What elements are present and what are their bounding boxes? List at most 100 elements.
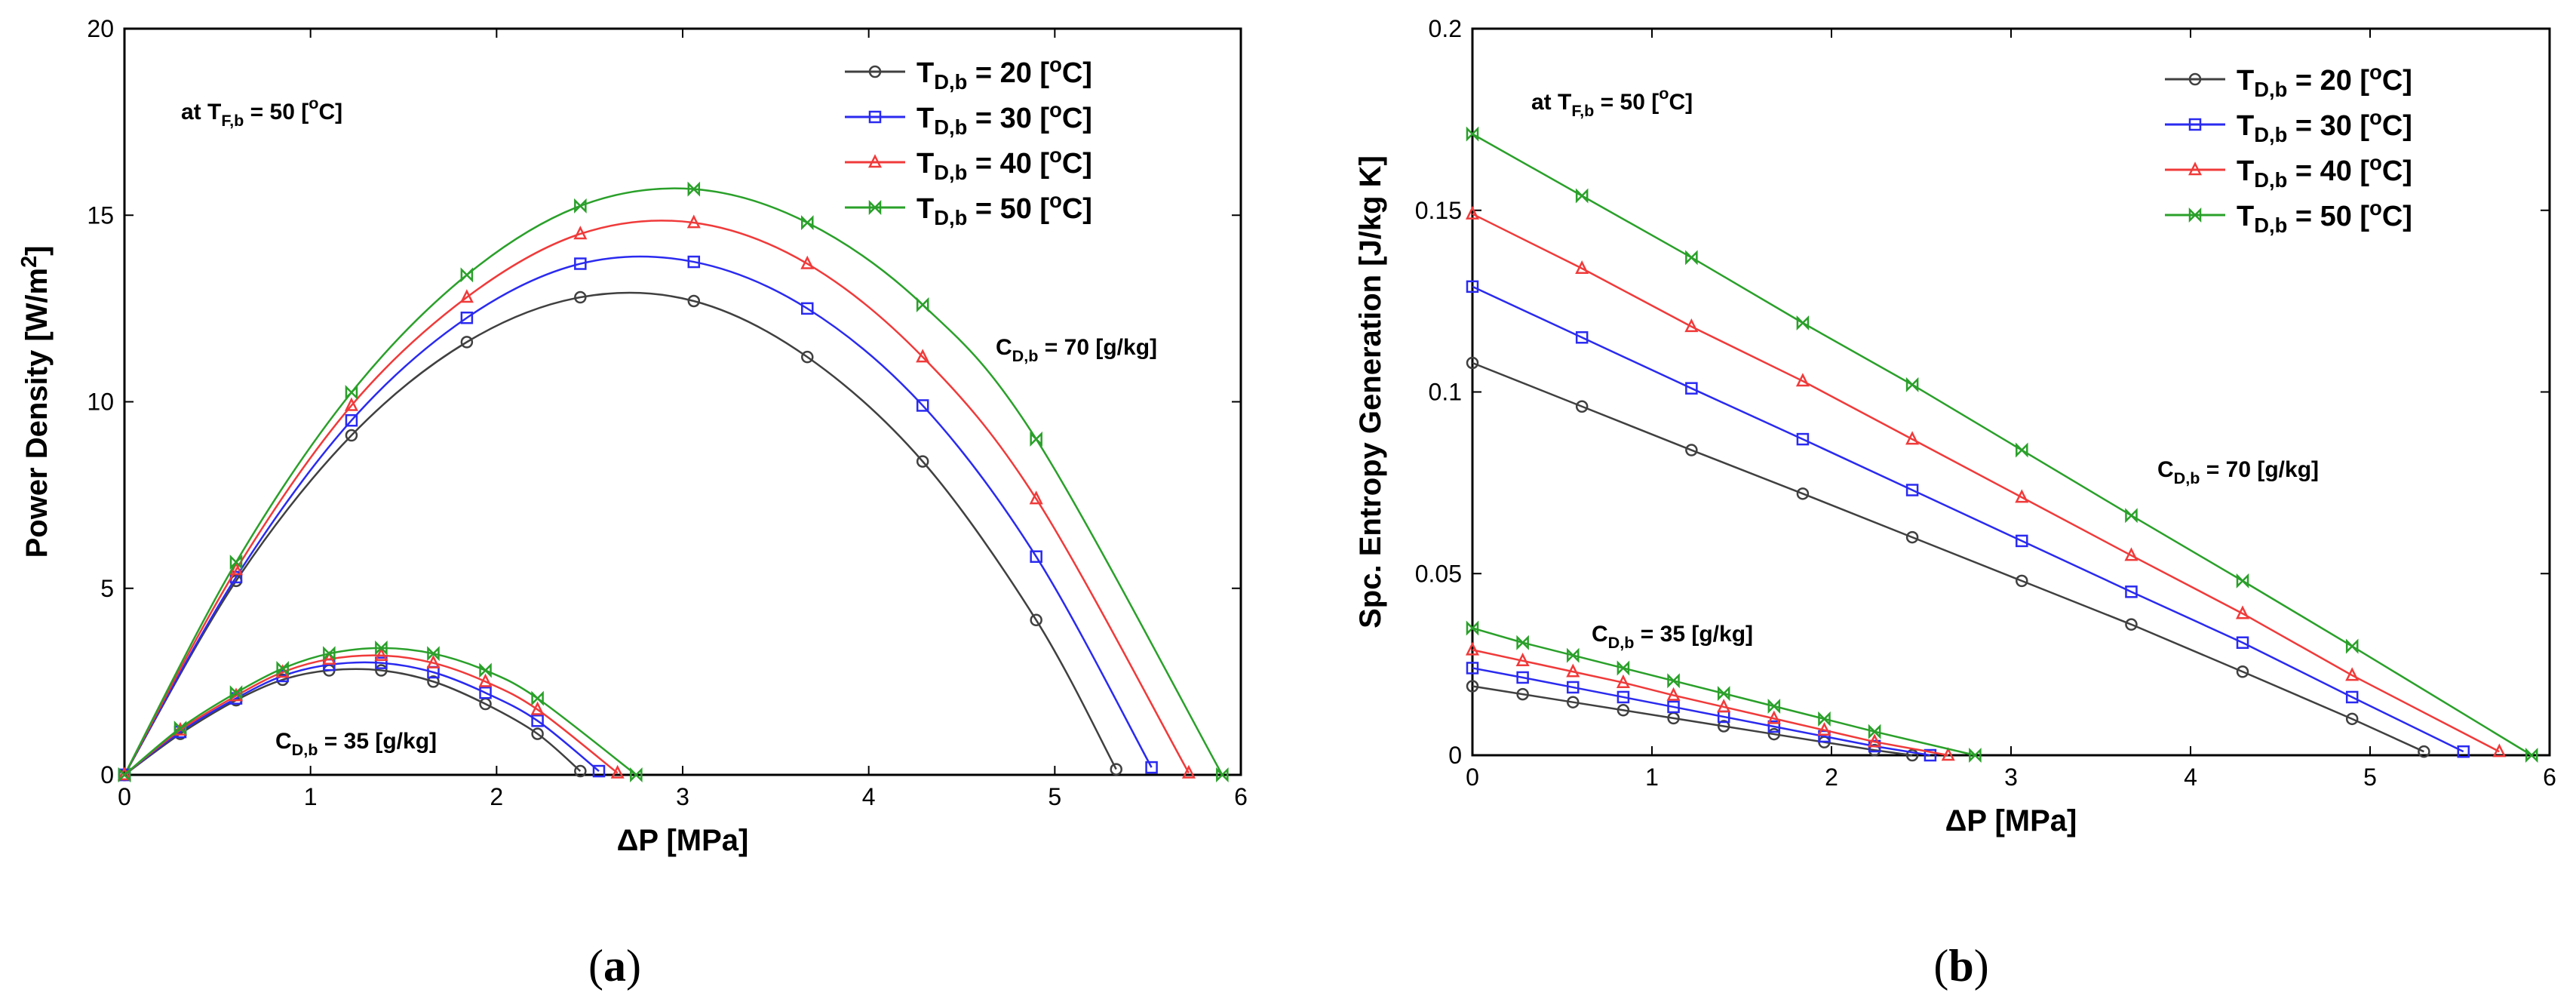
annotation-high-conc-a: CD,b = 70 [g/kg] (996, 335, 1157, 365)
series-line-b-7 (1472, 627, 1976, 757)
data-point-b-5-3 (1617, 690, 1630, 704)
data-point-b-1-6 (2125, 585, 2138, 598)
data-point-a-1-8 (1030, 550, 1042, 563)
x-tick-label-a: 3 (676, 783, 689, 810)
data-point-b-1-0 (1466, 280, 1479, 293)
data-point-a-4-8 (531, 727, 544, 740)
plot-frame-b (1471, 27, 2551, 757)
x-tick-label-a: 6 (1234, 783, 1248, 810)
legend-label-b-0: TD,b = 20 [oC] (2237, 60, 2412, 101)
data-point-b-4-6 (1767, 727, 1781, 741)
data-point-a-6-5 (374, 647, 388, 662)
annotation-low-conc-b: CD,b = 35 [g/kg] (1592, 622, 1753, 652)
data-point-a-7-3 (276, 661, 289, 677)
x-axis-label-b: ΔP [MPa] (1945, 804, 2077, 837)
data-point-a-6-0 (117, 767, 132, 781)
series-line-a-4 (124, 668, 582, 776)
data-point-a-7-8 (531, 690, 544, 706)
series-line-b-2 (1472, 213, 2500, 753)
data-point-b-7-8 (1868, 724, 1881, 739)
data-point-b-0-4 (1905, 530, 1919, 544)
series-line-b-0 (1472, 361, 2424, 753)
data-point-b-7-2 (1567, 647, 1580, 663)
data-point-a-0-3 (460, 336, 474, 349)
data-point-b-3-1 (1575, 188, 1589, 204)
series-line-b-3 (1472, 133, 2532, 757)
y-axis-label-a: Power Density [W/m2] (17, 246, 54, 558)
data-point-b-0-5 (2016, 574, 2028, 588)
series-line-b-6 (1472, 649, 1948, 757)
data-point-a-2-3 (459, 289, 474, 303)
data-point-b-2-1 (1575, 260, 1589, 275)
data-point-b-2-8 (2345, 667, 2360, 681)
data-point-b-3-8 (2345, 638, 2359, 654)
data-point-b-4-5 (1717, 720, 1730, 733)
data-point-b-2-3 (1795, 373, 1810, 387)
data-point-b-0-8 (2345, 712, 2359, 726)
data-point-a-4-5 (375, 664, 388, 677)
data-point-b-6-0 (1465, 641, 1480, 656)
data-point-b-4-2 (1567, 696, 1580, 708)
plot-frame-a (123, 27, 1242, 776)
data-point-b-7-0 (1466, 620, 1479, 636)
data-point-a-7-2 (229, 685, 243, 701)
data-point-b-1-2 (1685, 382, 1698, 395)
data-point-a-2-1 (229, 561, 244, 576)
legend-marker-b-0 (2188, 72, 2202, 86)
data-point-b-3-4 (1905, 376, 1919, 392)
data-point-a-3-4 (574, 198, 587, 214)
x-tick-label-b: 2 (1825, 764, 1838, 791)
data-point-a-1-9 (1145, 761, 1158, 774)
data-point-a-6-8 (530, 701, 545, 715)
data-point-b-7-7 (1818, 711, 1831, 727)
data-point-b-2-7 (2235, 605, 2250, 619)
data-point-b-7-5 (1717, 686, 1730, 702)
x-tick-label-a: 1 (304, 783, 318, 810)
data-point-b-6-8 (1868, 733, 1882, 748)
data-point-b-6-4 (1666, 687, 1681, 701)
y-tick-label-a: 5 (100, 575, 114, 602)
data-point-a-5-7 (479, 686, 492, 699)
data-point-a-3-7 (916, 297, 929, 312)
legend-label-a-3: TD,b = 50 [oC] (916, 189, 1092, 229)
x-tick-label-b: 4 (2184, 764, 2197, 791)
x-tick-label-a: 4 (862, 783, 876, 810)
series-line-a-0 (123, 291, 1117, 776)
legend-marker-b-2 (2188, 161, 2203, 176)
legend-label-b-1: TD,b = 30 [oC] (2237, 106, 2412, 146)
data-point-b-0-2 (1685, 444, 1698, 456)
data-point-b-6-7 (1817, 721, 1831, 736)
legend-marker-a-3 (868, 199, 882, 216)
chart-a-power-density: 0 1 2 3 4 5 6 0 5 10 15 20 ΔP [MPa] Power Density [W/… (17, 15, 1248, 857)
data-point-b-7-9 (1969, 747, 1982, 764)
y-tick-label-b: 0.05 (1415, 560, 1462, 587)
legend-marker-a-0 (868, 65, 882, 78)
data-point-b-2-4 (1905, 431, 1920, 445)
chart-b-entropy-generation: 0 1 2 3 4 5 6 0 0.05 0.1 0.15 0.2 ΔP [MPa] Spc. Entro… (1354, 15, 2556, 837)
data-point-b-3-3 (1796, 315, 1810, 331)
legend-marker-a-1 (868, 110, 882, 124)
data-point-a-7-1 (173, 721, 187, 736)
x-tick-label-a: 0 (118, 783, 131, 810)
series-line-a-3 (123, 187, 1224, 776)
data-point-a-5-5 (375, 656, 388, 669)
data-point-b-6-6 (1767, 710, 1781, 724)
data-point-b-5-2 (1567, 681, 1580, 694)
data-point-b-7-6 (1767, 698, 1781, 715)
legend-label-a-1: TD,b = 30 [oC] (916, 98, 1092, 139)
data-point-b-0-7 (2236, 665, 2249, 678)
data-point-b-2-6 (2124, 547, 2138, 561)
y-tick-label-a: 20 (87, 15, 114, 42)
legend-label-b-2: TD,b = 40 [oC] (2237, 151, 2412, 192)
y-tick-label-a: 0 (100, 761, 114, 788)
series-line-a-5 (124, 661, 600, 776)
x-tick-label-a: 5 (1048, 783, 1061, 810)
data-point-b-5-0 (1466, 662, 1479, 675)
legend-label-b-3: TD,b = 50 [oC] (2237, 196, 2412, 237)
data-point-b-2-5 (2015, 489, 2029, 503)
data-point-a-4-9 (574, 764, 587, 778)
data-point-b-6-3 (1616, 674, 1630, 688)
data-point-b-3-6 (2125, 508, 2138, 524)
legend-marker-b-1 (2188, 118, 2202, 131)
data-point-a-6-9 (610, 764, 625, 779)
